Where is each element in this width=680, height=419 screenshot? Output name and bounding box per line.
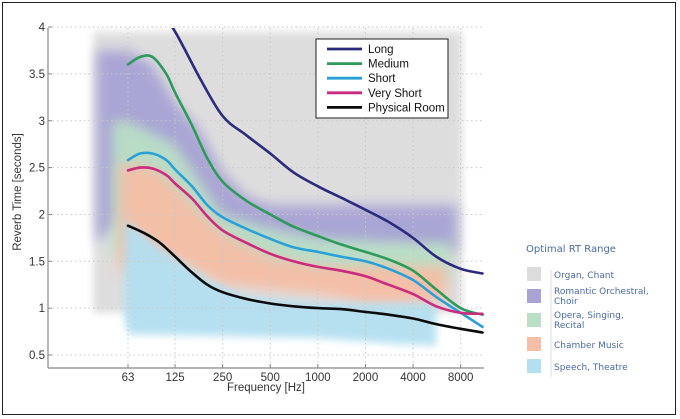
range-label-opera-singing-recital: Opera, Singing, Recital [554, 311, 624, 331]
figure-frame [2, 2, 676, 415]
range-label-speech-theatre: Speech, Theatre [554, 363, 628, 373]
series-line-physical-room [126, 224, 484, 334]
range-swatch-speech-theatre [527, 359, 541, 373]
range-swatch-organ-chant [527, 267, 541, 281]
legend-label-medium: Medium [368, 59, 409, 71]
series-line-very-short [126, 166, 484, 316]
legend-label-long: Long [368, 44, 394, 56]
series-line-short [126, 151, 484, 329]
range-label-line: Recital [554, 321, 584, 331]
series-line-long [171, 28, 484, 275]
x-tick-label: 500 [261, 372, 280, 384]
legend-label-physical-room: Physical Room [368, 102, 445, 114]
range-label-romantic-orchestral-choir: Romantic Orchestral, Choir [554, 287, 649, 307]
range-label-line: Organ, Chant [554, 271, 614, 281]
x-tick-label: 4000 [400, 372, 426, 384]
y-tick-label: 2.5 [29, 163, 45, 175]
x-tick-label: 1000 [305, 372, 331, 384]
y-axis-title: Reverb Time [seconds] [12, 133, 24, 251]
y-tick-label: 3.5 [29, 69, 45, 81]
x-tick-label: 2000 [353, 372, 379, 384]
x-axis-title: Frequency [Hz] [227, 382, 305, 394]
range-label-organ-chant: Organ, Chant [554, 271, 614, 281]
range-label-line: Romantic Orchestral, [554, 287, 649, 297]
range-swatch-chamber-music [527, 337, 541, 351]
y-tick-label: 1.5 [29, 256, 45, 268]
range-label-line: Speech, Theatre [554, 363, 628, 373]
band-speech-theatre [124, 219, 437, 346]
range-legend-title: Optimal RT Range [526, 244, 616, 255]
y-tick-label: 3 [39, 116, 45, 128]
y-tick-label: 1 [39, 303, 45, 315]
y-tick-label: 0.5 [29, 350, 45, 362]
x-tick-label: 250 [213, 372, 232, 384]
legend-label-very-short: Very Short [368, 88, 422, 100]
range-legend: Optimal RT Range Organ, Chant Romantic Or… [526, 244, 649, 377]
y-tick-label: 2 [39, 209, 45, 221]
x-tick-label: 125 [165, 372, 184, 384]
series-line-medium [126, 54, 484, 316]
axes: 0.5 1 1.5 2 2.5 3 3.5 4 63 125 250 500 1000 2000 4000 8… [29, 22, 484, 384]
range-label-line: Opera, Singing, [554, 311, 624, 321]
x-tick-label: 63 [122, 372, 135, 384]
range-label-line: Choir [554, 297, 578, 307]
legend-label-short: Short [368, 73, 396, 85]
x-tick-label: 8000 [448, 372, 474, 384]
series-legend: Long Medium Short Very Short Physical Room [315, 38, 449, 119]
y-tick-label: 4 [39, 22, 46, 34]
range-label-chamber-music: Chamber Music [554, 341, 624, 351]
band-chamber-music [118, 162, 447, 304]
series-lines [126, 28, 484, 334]
range-label-line: Chamber Music [554, 341, 624, 351]
range-swatch-romantic-orchestral-choir [527, 289, 541, 303]
range-swatch-opera-singing-recital [527, 313, 541, 327]
grid-lines [48, 26, 484, 368]
